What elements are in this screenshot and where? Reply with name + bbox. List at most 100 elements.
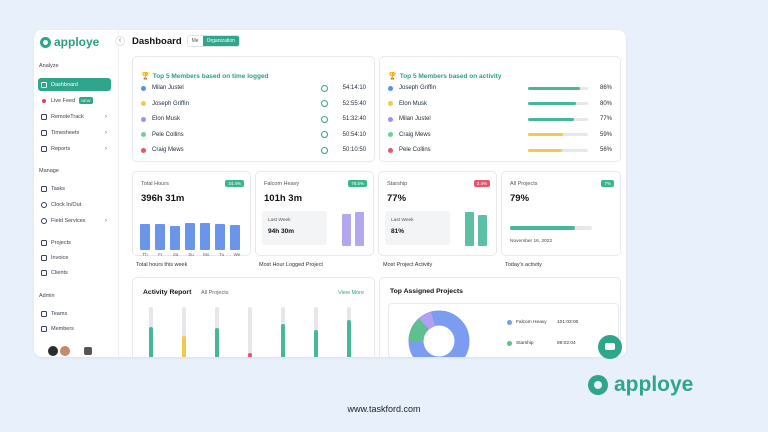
- activity-bar: [528, 117, 588, 121]
- sidebar-item-reports[interactable]: Reports ›: [38, 142, 111, 155]
- activity-bar: [528, 133, 588, 136]
- member-row[interactable]: Pele Collins 50:54:10: [141, 129, 366, 141]
- projects-icon: [41, 239, 47, 246]
- stat-label: Total Hours: [141, 181, 169, 187]
- activity-percent: 77%: [599, 116, 612, 122]
- sidebar-item-tasks[interactable]: Tasks: [38, 182, 111, 195]
- toggle-me[interactable]: Me: [191, 38, 199, 44]
- logo[interactable]: apploye: [40, 35, 99, 49]
- member-row[interactable]: Milan Justel 77%: [388, 113, 612, 125]
- legend-dot: [507, 341, 512, 346]
- activity-track: [248, 307, 252, 357]
- member-row[interactable]: Craig Mews 50:10:50: [141, 144, 366, 156]
- sidebar-item-projects[interactable]: Projects: [38, 236, 111, 249]
- activity-percent: 80%: [599, 100, 612, 107]
- member-row[interactable]: Elon Musk 51:32:40: [141, 113, 366, 125]
- legend-item: Starship 89:02:04: [507, 341, 607, 346]
- member-name: Joseph Griffin: [152, 100, 189, 107]
- activity-track: [314, 307, 318, 357]
- mini-bar: [478, 215, 487, 246]
- sidebar-item-label: Projects: [51, 239, 71, 246]
- starship-card[interactable]: Starship 2.4% 77% Last Week 81%: [378, 171, 497, 256]
- sidebar-item-timesheets[interactable]: Timesheets ›: [38, 126, 111, 139]
- hours-bar: [170, 225, 180, 250]
- sidebar-item-remotetrack[interactable]: RemoteTrack ›: [38, 110, 111, 123]
- top-assigned-card: Top Assigned Projects Falcom Heavy 101:0…: [379, 277, 621, 357]
- project-filter[interactable]: All Projects: [201, 290, 229, 296]
- new-badge: NEW: [79, 97, 93, 104]
- day-label: Su: [188, 252, 194, 257]
- activity-bar: [347, 320, 351, 357]
- sidebar-item-dashboard[interactable]: Dashboard: [38, 78, 111, 91]
- collapse-sidebar-button[interactable]: ‹: [115, 36, 125, 46]
- change-badge: 78.5%: [348, 180, 367, 187]
- member-row[interactable]: Craig Mews 59%: [388, 129, 612, 141]
- report-icon: [41, 145, 47, 152]
- chevron-right-icon: ›: [105, 145, 107, 152]
- time-logged: 52:55:40: [342, 100, 366, 107]
- view-more-link[interactable]: View More: [338, 290, 364, 296]
- top-bar: Dashboard Me Organization: [132, 35, 240, 47]
- change-badge: 2.4%: [473, 180, 490, 187]
- user-avatars: [48, 346, 92, 356]
- sidebar-item-teams[interactable]: Teams: [38, 307, 111, 320]
- sub-label: Last Week: [391, 218, 414, 223]
- member-name: Pele Collins: [399, 147, 431, 153]
- legend-time: 101:03:00: [557, 320, 579, 325]
- sidebar-item-field-services[interactable]: Field Services ›: [38, 214, 111, 227]
- legend-dot: [507, 320, 512, 325]
- top-activity-card: 🏆 Top 5 Members based on activity Joseph …: [379, 56, 621, 162]
- mini-bar: [465, 212, 474, 246]
- activity-bar-fill: [528, 86, 580, 90]
- hours-bar: [140, 224, 150, 250]
- member-dot: [388, 101, 393, 106]
- all-projects-card[interactable]: All Projects 7% 79% November 16, 2022: [501, 171, 621, 256]
- total-hours-card[interactable]: Total Hours 34.4% 396h 31m Th Fr Sa Su Mo Tu W…: [132, 171, 251, 257]
- hours-bar: [155, 223, 165, 250]
- sidebar-item-clock-in-out[interactable]: Clock In/Out: [38, 198, 111, 211]
- top-time-card: 🏆 Top 5 Members based on time logged Mila…: [132, 56, 375, 162]
- chat-button[interactable]: [598, 335, 622, 359]
- activity-percent: 86%: [599, 85, 612, 91]
- sidebar-item-live-feed[interactable]: Live Feed NEW: [38, 94, 111, 107]
- member-row[interactable]: Pele Collins 56%: [388, 144, 612, 156]
- member-dot: [141, 101, 146, 106]
- member-row[interactable]: Elon Musk 80%: [388, 98, 612, 110]
- avatar[interactable]: [48, 346, 58, 356]
- settings-icon[interactable]: [84, 347, 92, 355]
- time-logged: 54:14:10: [342, 85, 366, 91]
- sidebar-item-label: Timesheets: [51, 129, 80, 136]
- activity-bar: [528, 102, 588, 105]
- brand-name: apploye: [614, 373, 694, 396]
- activity-bar-fill: [528, 133, 564, 136]
- member-dot: [141, 85, 146, 91]
- sidebar-item-members[interactable]: Members: [38, 322, 111, 335]
- clock-icon: [321, 131, 328, 138]
- sidebar-item-clients[interactable]: Clients: [38, 266, 111, 279]
- activity-report-title: Activity Report: [143, 289, 192, 296]
- last-week-box: Last Week 81%: [385, 211, 450, 245]
- sidebar-item-label: Teams: [51, 310, 68, 317]
- member-name: Pele Collins: [152, 131, 184, 138]
- live-dot-icon: [42, 98, 46, 103]
- clock-icon: [41, 201, 47, 208]
- member-name: Craig Mews: [399, 131, 431, 138]
- progress-fill: [510, 226, 575, 230]
- member-name: Milan Justel: [152, 85, 184, 91]
- avatar[interactable]: [60, 346, 70, 356]
- member-row[interactable]: Joseph Griffin 86%: [388, 82, 612, 94]
- sidebar-item-label: Clients: [51, 269, 68, 276]
- toggle-organization[interactable]: Organization: [202, 36, 239, 46]
- activity-track: [149, 307, 153, 357]
- activity-track: [215, 307, 219, 357]
- assigned-chart-panel: Falcom Heavy 101:03:00 Starship 89:02:04: [388, 303, 619, 357]
- clients-icon: [41, 269, 47, 276]
- sidebar-item-invoice[interactable]: Invoice: [38, 251, 111, 264]
- clock-icon: [321, 115, 328, 123]
- member-name: Elon Musk: [152, 116, 181, 122]
- clock-icon: [321, 146, 328, 154]
- member-row[interactable]: Milan Justel 54:14:10: [141, 82, 366, 94]
- view-toggle: Me Organization: [186, 35, 240, 47]
- member-row[interactable]: Joseph Griffin 52:55:40: [141, 98, 366, 110]
- falcom-heavy-card[interactable]: Falcom Heavy 78.5% 101h 3m Last Week 94h…: [255, 171, 374, 256]
